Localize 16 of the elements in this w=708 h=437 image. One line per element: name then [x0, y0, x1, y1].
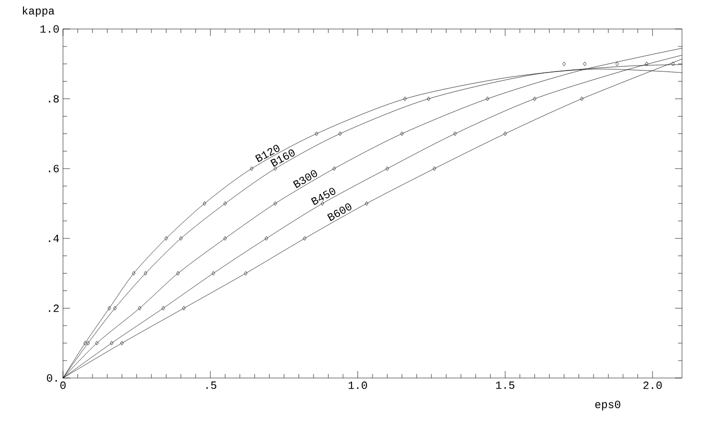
x-axis-title: eps0	[595, 400, 620, 410]
text: B300	[292, 170, 318, 188]
text: B600	[327, 203, 352, 222]
x-tick-label: 2.0	[643, 382, 662, 389]
text: B450	[310, 188, 336, 206]
x-tick-label: 1.0	[348, 382, 367, 389]
y-tick-label: 0.	[46, 374, 57, 382]
y-tick-label: 1.0	[40, 25, 59, 33]
x-tick-label: .5	[206, 382, 216, 389]
y-tick-label: .2	[48, 304, 59, 312]
y-tick-label: .8	[48, 95, 59, 103]
y-tick-label: .6	[48, 164, 59, 172]
y-tick-label: .4	[48, 234, 59, 242]
y-axis-title: kappa	[23, 6, 54, 17]
x-tick-label: 0	[60, 382, 66, 389]
x-tick-label: 1.5	[496, 382, 514, 389]
